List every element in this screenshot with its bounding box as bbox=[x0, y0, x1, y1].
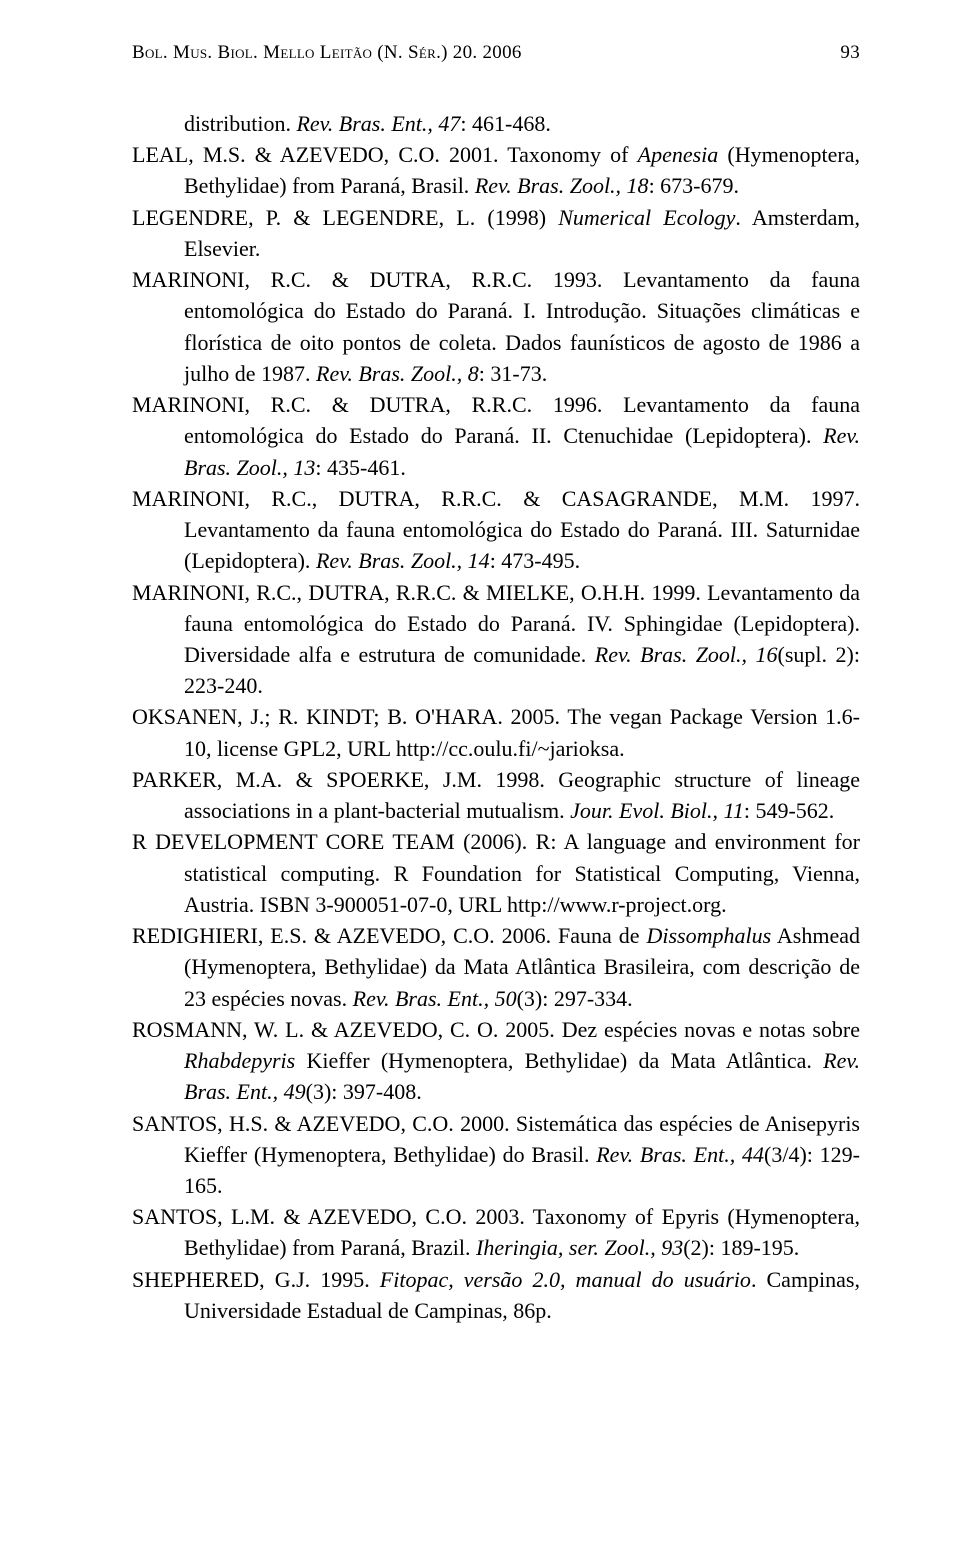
references-list: distribution. Rev. Bras. Ent., 47: 461-4… bbox=[132, 108, 860, 1326]
reference-entry: SANTOS, L.M. & AZEVEDO, C.O. 2003. Taxon… bbox=[132, 1201, 860, 1263]
reference-entry: distribution. Rev. Bras. Ent., 47: 461-4… bbox=[132, 108, 860, 139]
reference-entry: LEAL, M.S. & AZEVEDO, C.O. 2001. Taxonom… bbox=[132, 139, 860, 201]
reference-entry: MARINONI, R.C., DUTRA, R.R.C. & CASAGRAN… bbox=[132, 483, 860, 577]
reference-entry: R DEVELOPMENT CORE TEAM (2006). R: A lan… bbox=[132, 826, 860, 920]
reference-entry: LEGENDRE, P. & LEGENDRE, L. (1998) Numer… bbox=[132, 202, 860, 264]
reference-entry: REDIGHIERI, E.S. & AZEVEDO, C.O. 2006. F… bbox=[132, 920, 860, 1014]
reference-entry: MARINONI, R.C., DUTRA, R.R.C. & MIELKE, … bbox=[132, 577, 860, 702]
reference-entry: PARKER, M.A. & SPOERKE, J.M. 1998. Geogr… bbox=[132, 764, 860, 826]
page-header: Bol. Mus. Biol. Mello Leitão (N. Sér.) 2… bbox=[132, 42, 860, 64]
reference-entry: OKSANEN, J.; R. KINDT; B. O'HARA. 2005. … bbox=[132, 701, 860, 763]
reference-entry: MARINONI, R.C. & DUTRA, R.R.C. 1993. Lev… bbox=[132, 264, 860, 389]
reference-entry: SHEPHERED, G.J. 1995. Fitopac, versão 2.… bbox=[132, 1264, 860, 1326]
reference-entry: ROSMANN, W. L. & AZEVEDO, C. O. 2005. De… bbox=[132, 1014, 860, 1108]
reference-entry: MARINONI, R.C. & DUTRA, R.R.C. 1996. Lev… bbox=[132, 389, 860, 483]
reference-entry: SANTOS, H.S. & AZEVEDO, C.O. 2000. Siste… bbox=[132, 1108, 860, 1202]
page-number: 93 bbox=[840, 42, 860, 64]
journal-header: Bol. Mus. Biol. Mello Leitão (N. Sér.) 2… bbox=[132, 42, 522, 64]
